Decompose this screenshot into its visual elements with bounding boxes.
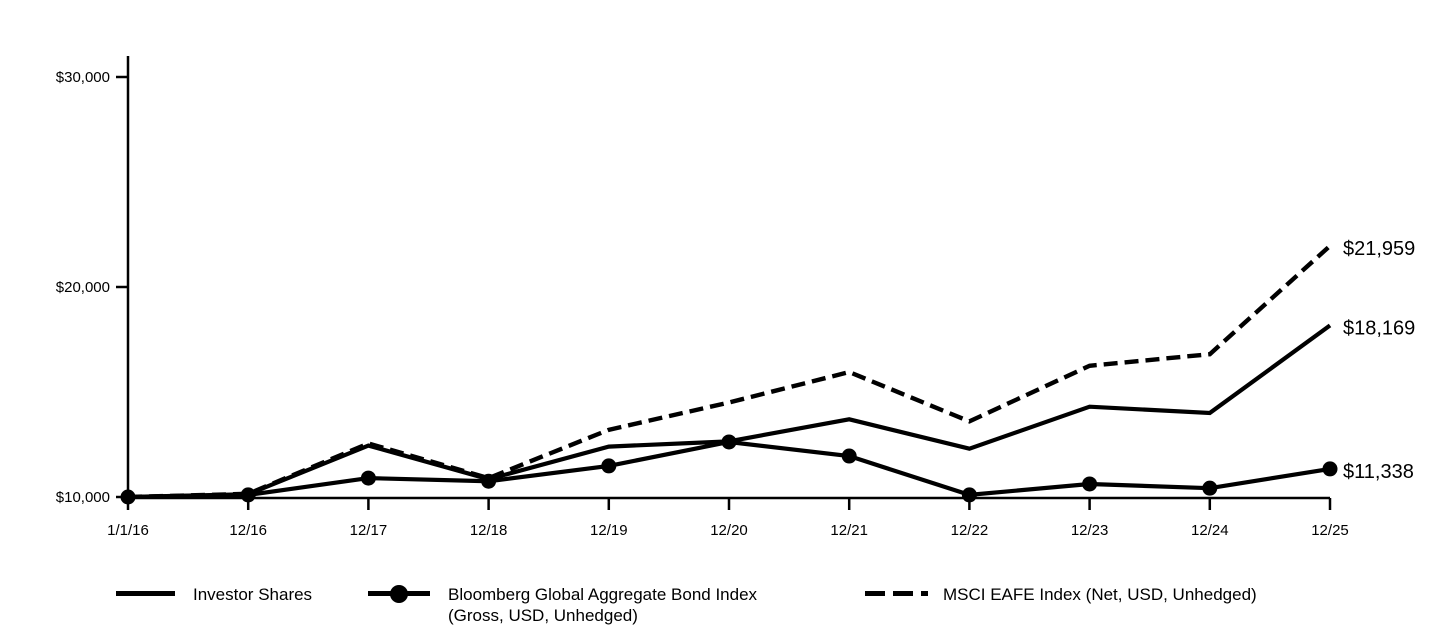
legend-item-msci-eafe-index: MSCI EAFE Index (Net, USD, Unhedged) <box>865 584 1257 605</box>
legend-item-bloomberg-global-aggregate-bond-index: Bloomberg Global Aggregate Bond Index (G… <box>368 584 757 626</box>
y-tick-label: $30,000 <box>56 69 110 86</box>
x-tick-label: 12/24 <box>1191 522 1229 539</box>
y-tick-label: $10,000 <box>56 489 110 506</box>
legend-label-bloomberg: Bloomberg Global Aggregate Bond Index (G… <box>448 584 757 626</box>
line-with-dot-swatch-icon <box>368 584 430 603</box>
x-tick-label: 12/19 <box>590 522 628 539</box>
data-point-marker-bloomberg-global-aggregate-bond-index-gross-usd- <box>481 473 497 489</box>
dashed-line-swatch-icon <box>865 591 928 596</box>
data-point-marker-bloomberg-global-aggregate-bond-index-gross-usd- <box>1082 476 1098 492</box>
x-tick-label: 12/22 <box>951 522 989 539</box>
data-point-marker-bloomberg-global-aggregate-bond-index-gross-usd- <box>120 489 136 505</box>
x-tick-label: 12/21 <box>830 522 868 539</box>
x-tick-label: 12/17 <box>350 522 388 539</box>
dot-marker-icon <box>390 584 408 603</box>
legend-item-investor-shares: Investor Shares <box>116 584 312 605</box>
legend-label-line1: Investor Shares <box>193 585 313 604</box>
y-tick-label: $20,000 <box>56 279 110 296</box>
data-point-marker-bloomberg-global-aggregate-bond-index-gross-usd- <box>1202 480 1218 496</box>
data-point-marker-bloomberg-global-aggregate-bond-index-gross-usd- <box>1322 461 1338 477</box>
series-line-investor-shares <box>127 323 1332 500</box>
data-point-marker-bloomberg-global-aggregate-bond-index-gross-usd- <box>721 434 737 450</box>
data-point-marker-bloomberg-global-aggregate-bond-index-gross-usd- <box>240 487 256 503</box>
series-end-value-label: $18,169 <box>1343 317 1415 339</box>
series-end-value-label: $11,338 <box>1343 461 1414 483</box>
legend-label-investor-shares: Investor Shares <box>193 584 312 605</box>
data-point-marker-bloomberg-global-aggregate-bond-index-gross-usd- <box>841 448 857 464</box>
x-tick-label: 12/25 <box>1311 522 1349 539</box>
x-tick-label: 1/1/16 <box>107 522 149 539</box>
solid-line-swatch-icon <box>116 591 175 596</box>
chart-legend: Investor Shares Bloomberg Global Aggrega… <box>0 584 1440 636</box>
x-tick-label: 12/16 <box>229 522 267 539</box>
series-line-msci-eafe-index-net-usd-unhedged <box>127 244 1332 500</box>
legend-label-line1: Bloomberg Global Aggregate Bond Index <box>448 585 758 604</box>
legend-label-line1: MSCI EAFE Index (Net, USD, Unhedged) <box>943 585 1257 604</box>
data-point-marker-bloomberg-global-aggregate-bond-index-gross-usd- <box>360 470 376 486</box>
legend-label-msci-eafe: MSCI EAFE Index (Net, USD, Unhedged) <box>943 584 1257 605</box>
x-tick-label: 12/23 <box>1071 522 1109 539</box>
series-end-value-label: $21,959 <box>1343 238 1415 260</box>
data-point-marker-bloomberg-global-aggregate-bond-index-gross-usd- <box>601 458 617 474</box>
x-tick-label: 12/20 <box>710 522 748 539</box>
legend-label-line2: (Gross, USD, Unhedged) <box>448 606 638 625</box>
data-point-marker-bloomberg-global-aggregate-bond-index-gross-usd- <box>961 487 977 503</box>
x-tick-label: 12/18 <box>470 522 508 539</box>
